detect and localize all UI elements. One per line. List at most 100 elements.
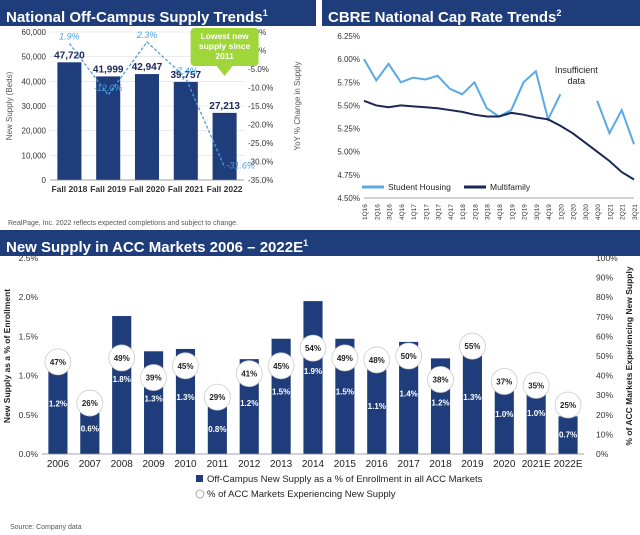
acc-x-tick: 2009 xyxy=(142,459,165,470)
student-housing-line xyxy=(596,100,635,145)
cap-y-tick: 6.00% xyxy=(337,55,360,64)
acc-market-circle xyxy=(76,389,104,417)
acc-bar-label: 0.8% xyxy=(208,425,226,434)
supply-bar xyxy=(173,81,198,180)
cap-x-tick: 1Q18 xyxy=(460,204,467,220)
cap-x-tick: 2Q19 xyxy=(522,204,529,220)
acc-circle-label: 26% xyxy=(82,399,98,408)
supply-chart: 010,00020,00030,00040,00050,00060,0005.0… xyxy=(5,28,302,194)
cap-y-tick: 5.25% xyxy=(337,125,360,134)
cap-y-tick: 5.00% xyxy=(337,148,360,157)
supply-x-tick: Fall 2022 xyxy=(207,184,243,194)
cap-x-tick: 4Q20 xyxy=(595,204,602,220)
supply-footnote: RealPage, Inc. 2022 reflects expected co… xyxy=(8,220,238,227)
cap-x-tick: 2Q16 xyxy=(374,204,381,220)
cap-x-tick: 2Q17 xyxy=(423,204,430,220)
supply-y-tick: 0 xyxy=(42,176,47,185)
cap-x-tick: 4Q18 xyxy=(497,204,504,220)
supply-value-label: 41,999 xyxy=(93,64,124,75)
legend-multifamily-label: Multifamily xyxy=(490,182,531,192)
acc-x-tick: 2020 xyxy=(493,459,516,470)
acc-x-tick: 2017 xyxy=(398,459,421,470)
acc-bar-label: 1.3% xyxy=(144,395,162,404)
legend-student-label: Student Housing xyxy=(388,182,451,192)
acc-bar-label: 1.5% xyxy=(336,388,354,397)
supply-value-label: 42,947 xyxy=(132,62,163,73)
cap-x-tick: 3Q20 xyxy=(583,204,590,220)
acc-x-tick: 2019 xyxy=(461,459,484,470)
acc-y2-tick: 10% xyxy=(596,429,613,439)
acc-supply-bar xyxy=(80,405,100,454)
acc-market-circle xyxy=(267,352,295,380)
acc-bar-label: 1.3% xyxy=(463,393,481,402)
supply-y-tick: 10,000 xyxy=(22,151,47,160)
acc-market-circle xyxy=(203,383,231,411)
acc-supply-chart: 0.0% 0.5% 1.0% 1.5% 2.0% 2.5% 0% 10% 20% 30% 40% 50… xyxy=(2,256,634,500)
acc-market-circle xyxy=(363,346,391,374)
acc-x-tick: 2016 xyxy=(366,459,389,470)
acc-market-circle xyxy=(299,334,327,362)
supply-yoy-label: -12.0% xyxy=(94,83,123,93)
acc-bar-label: 1.2% xyxy=(431,398,449,407)
supply-y2-tick: -20.0% xyxy=(248,121,273,130)
acc-market-circle xyxy=(108,344,136,372)
acc-bar-label: 1.2% xyxy=(240,399,258,408)
supply-x-tick: Fall 2020 xyxy=(129,184,165,194)
supply-bar xyxy=(134,74,160,180)
acc-circle-label: 45% xyxy=(177,362,193,371)
supply-yoy-label: -31.6% xyxy=(226,160,255,170)
acc-x-tick: 2010 xyxy=(174,459,197,470)
supply-value-label: 47,720 xyxy=(54,50,85,61)
cap-x-tick: 1Q21 xyxy=(607,204,614,220)
cap-x-tick: 4Q17 xyxy=(448,204,455,220)
acc-y2-tick: 100% xyxy=(596,256,618,263)
cap-x-tick: 3Q17 xyxy=(436,204,443,220)
supply-yoy-label: 1.9% xyxy=(59,31,80,41)
supply-y-tick: 40,000 xyxy=(22,77,47,86)
acc-y2-tick: 40% xyxy=(596,371,613,381)
acc-y2-tick: 80% xyxy=(596,292,613,302)
cap-x-tick: 4Q19 xyxy=(546,204,553,220)
acc-circle-label: 50% xyxy=(401,352,417,361)
supply-y2-tick: -30.0% xyxy=(248,158,273,167)
acc-chart-title: New Supply in ACC Markets 2006 – 2022E1 xyxy=(0,230,640,256)
acc-circle-label: 41% xyxy=(241,370,257,379)
acc-bar-label: 1.4% xyxy=(400,389,418,398)
acc-circle-label: 37% xyxy=(496,377,512,386)
acc-supply-bar xyxy=(367,364,387,454)
acc-y-tick: 2.0% xyxy=(19,292,39,302)
supply-bar xyxy=(96,76,121,180)
acc-legend-bar-label: Off-Campus New Supply as a % of Enrollme… xyxy=(207,474,483,485)
acc-market-circle xyxy=(490,368,518,395)
acc-circle-label: 55% xyxy=(464,342,480,351)
cap-x-tick: 1Q20 xyxy=(558,204,565,220)
acc-supply-bar xyxy=(112,316,132,454)
acc-x-tick: 2008 xyxy=(111,459,134,470)
acc-bar-label: 1.9% xyxy=(304,367,322,376)
acc-y2-tick: 20% xyxy=(596,410,613,420)
acc-y-tick: 0.5% xyxy=(19,410,39,420)
acc-supply-bar xyxy=(558,416,578,454)
supply-y2-tick: -15.0% xyxy=(248,102,273,111)
acc-supply-bar xyxy=(462,348,482,454)
acc-y-tick: 1.0% xyxy=(19,371,39,381)
acc-supply-bar xyxy=(48,359,68,454)
acc-market-circle xyxy=(427,366,454,393)
supply-y-tick: 20,000 xyxy=(22,127,47,136)
acc-market-circle xyxy=(140,364,167,391)
supply-callout-text: Lowest new xyxy=(201,31,250,41)
acc-y-tick: 2.5% xyxy=(19,256,39,263)
acc-circle-label: 25% xyxy=(560,401,576,410)
cap-y-tick: 6.25% xyxy=(337,32,360,41)
supply-x-tick: Fall 2018 xyxy=(51,184,87,194)
acc-x-tick: 2014 xyxy=(302,459,325,470)
acc-market-circle xyxy=(44,348,72,376)
acc-market-circle xyxy=(331,344,359,372)
student-housing-line xyxy=(363,58,562,123)
acc-x-tick: 2007 xyxy=(79,459,102,470)
cap-x-tick: 4Q16 xyxy=(399,204,406,220)
acc-supply-bar xyxy=(399,341,419,454)
acc-circle-label: 54% xyxy=(305,344,321,353)
acc-legend-circle-label: % of ACC Markets Experiencing New Supply xyxy=(207,489,396,500)
acc-y-tick: 0.0% xyxy=(19,449,39,459)
